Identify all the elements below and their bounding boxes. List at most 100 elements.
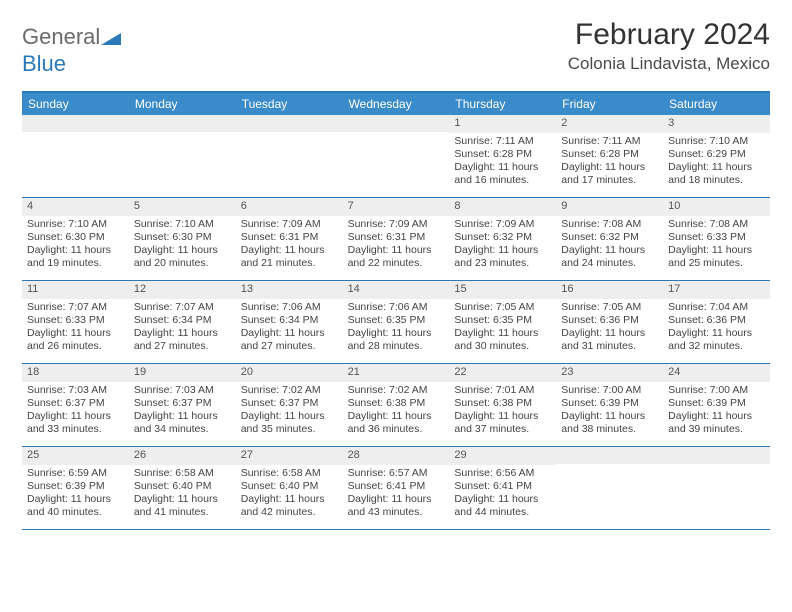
day-content: Sunrise: 7:10 AMSunset: 6:30 PMDaylight:… [22, 216, 129, 275]
weekday-sun: Sunday [22, 93, 129, 115]
logo: General Blue [22, 18, 121, 77]
sunset-text: Sunset: 6:36 PM [668, 314, 765, 327]
day-content: Sunrise: 7:04 AMSunset: 6:36 PMDaylight:… [663, 299, 770, 358]
daylight-text: Daylight: 11 hours and 26 minutes. [27, 327, 124, 353]
day-cell: 22Sunrise: 7:01 AMSunset: 6:38 PMDayligh… [449, 364, 556, 446]
sunrise-text: Sunrise: 7:09 AM [241, 218, 338, 231]
sunrise-text: Sunrise: 7:10 AM [668, 135, 765, 148]
sunrise-text: Sunrise: 6:59 AM [27, 467, 124, 480]
sunrise-text: Sunrise: 7:09 AM [454, 218, 551, 231]
sunrise-text: Sunrise: 6:58 AM [241, 467, 338, 480]
daylight-text: Daylight: 11 hours and 41 minutes. [134, 493, 231, 519]
week-row: 4Sunrise: 7:10 AMSunset: 6:30 PMDaylight… [22, 198, 770, 281]
day-number: 24 [663, 364, 770, 382]
location: Colonia Lindavista, Mexico [568, 54, 770, 74]
daylight-text: Daylight: 11 hours and 19 minutes. [27, 244, 124, 270]
day-cell: 16Sunrise: 7:05 AMSunset: 6:36 PMDayligh… [556, 281, 663, 363]
day-content: Sunrise: 7:00 AMSunset: 6:39 PMDaylight:… [663, 382, 770, 441]
sunrise-text: Sunrise: 7:06 AM [348, 301, 445, 314]
sunrise-text: Sunrise: 7:06 AM [241, 301, 338, 314]
sunset-text: Sunset: 6:40 PM [241, 480, 338, 493]
day-cell: 11Sunrise: 7:07 AMSunset: 6:33 PMDayligh… [22, 281, 129, 363]
sunrise-text: Sunrise: 7:03 AM [134, 384, 231, 397]
daylight-text: Daylight: 11 hours and 23 minutes. [454, 244, 551, 270]
day-content: Sunrise: 7:10 AMSunset: 6:29 PMDaylight:… [663, 133, 770, 192]
day-number: 15 [449, 281, 556, 299]
day-cell: 3Sunrise: 7:10 AMSunset: 6:29 PMDaylight… [663, 115, 770, 197]
sunrise-text: Sunrise: 7:03 AM [27, 384, 124, 397]
sunset-text: Sunset: 6:38 PM [454, 397, 551, 410]
daylight-text: Daylight: 11 hours and 42 minutes. [241, 493, 338, 519]
day-cell: 9Sunrise: 7:08 AMSunset: 6:32 PMDaylight… [556, 198, 663, 280]
day-number: 6 [236, 198, 343, 216]
sunset-text: Sunset: 6:37 PM [134, 397, 231, 410]
day-number: 23 [556, 364, 663, 382]
day-cell: 14Sunrise: 7:06 AMSunset: 6:35 PMDayligh… [343, 281, 450, 363]
weekday-header: Sunday Monday Tuesday Wednesday Thursday… [22, 93, 770, 115]
weekday-wed: Wednesday [343, 93, 450, 115]
day-cell: 5Sunrise: 7:10 AMSunset: 6:30 PMDaylight… [129, 198, 236, 280]
sunrise-text: Sunrise: 7:08 AM [668, 218, 765, 231]
daylight-text: Daylight: 11 hours and 18 minutes. [668, 161, 765, 187]
sunrise-text: Sunrise: 7:00 AM [561, 384, 658, 397]
sunset-text: Sunset: 6:30 PM [134, 231, 231, 244]
day-cell: 23Sunrise: 7:00 AMSunset: 6:39 PMDayligh… [556, 364, 663, 446]
day-content: Sunrise: 7:06 AMSunset: 6:34 PMDaylight:… [236, 299, 343, 358]
day-number [663, 447, 770, 464]
sunrise-text: Sunrise: 7:02 AM [348, 384, 445, 397]
day-content: Sunrise: 7:09 AMSunset: 6:31 PMDaylight:… [236, 216, 343, 275]
day-number [343, 115, 450, 132]
day-number: 26 [129, 447, 236, 465]
day-number: 5 [129, 198, 236, 216]
day-number: 12 [129, 281, 236, 299]
day-cell: 25Sunrise: 6:59 AMSunset: 6:39 PMDayligh… [22, 447, 129, 529]
day-number: 8 [449, 198, 556, 216]
day-content: Sunrise: 7:09 AMSunset: 6:31 PMDaylight:… [343, 216, 450, 275]
day-cell: 28Sunrise: 6:57 AMSunset: 6:41 PMDayligh… [343, 447, 450, 529]
sunset-text: Sunset: 6:35 PM [348, 314, 445, 327]
sunset-text: Sunset: 6:35 PM [454, 314, 551, 327]
day-cell: 26Sunrise: 6:58 AMSunset: 6:40 PMDayligh… [129, 447, 236, 529]
sunrise-text: Sunrise: 7:07 AM [134, 301, 231, 314]
daylight-text: Daylight: 11 hours and 33 minutes. [27, 410, 124, 436]
logo-part1: General [22, 24, 100, 49]
day-cell [663, 447, 770, 529]
day-number: 3 [663, 115, 770, 133]
day-number: 9 [556, 198, 663, 216]
sunset-text: Sunset: 6:31 PM [241, 231, 338, 244]
sunset-text: Sunset: 6:33 PM [668, 231, 765, 244]
day-number: 13 [236, 281, 343, 299]
day-content: Sunrise: 6:56 AMSunset: 6:41 PMDaylight:… [449, 465, 556, 524]
daylight-text: Daylight: 11 hours and 36 minutes. [348, 410, 445, 436]
day-number: 19 [129, 364, 236, 382]
daylight-text: Daylight: 11 hours and 25 minutes. [668, 244, 765, 270]
sunset-text: Sunset: 6:36 PM [561, 314, 658, 327]
day-content: Sunrise: 7:11 AMSunset: 6:28 PMDaylight:… [449, 133, 556, 192]
day-content: Sunrise: 6:59 AMSunset: 6:39 PMDaylight:… [22, 465, 129, 524]
weekday-mon: Monday [129, 93, 236, 115]
sunrise-text: Sunrise: 6:56 AM [454, 467, 551, 480]
day-number: 25 [22, 447, 129, 465]
sunrise-text: Sunrise: 7:04 AM [668, 301, 765, 314]
day-cell: 6Sunrise: 7:09 AMSunset: 6:31 PMDaylight… [236, 198, 343, 280]
day-number: 18 [22, 364, 129, 382]
sunrise-text: Sunrise: 7:10 AM [134, 218, 231, 231]
month-title: February 2024 [568, 18, 770, 52]
logo-part2: Blue [22, 51, 66, 76]
day-content: Sunrise: 7:00 AMSunset: 6:39 PMDaylight:… [556, 382, 663, 441]
daylight-text: Daylight: 11 hours and 16 minutes. [454, 161, 551, 187]
day-cell [129, 115, 236, 197]
sunrise-text: Sunrise: 7:05 AM [561, 301, 658, 314]
day-number: 17 [663, 281, 770, 299]
weekday-tue: Tuesday [236, 93, 343, 115]
sunrise-text: Sunrise: 7:08 AM [561, 218, 658, 231]
day-number: 2 [556, 115, 663, 133]
sunset-text: Sunset: 6:30 PM [27, 231, 124, 244]
weekday-sat: Saturday [663, 93, 770, 115]
sunset-text: Sunset: 6:32 PM [454, 231, 551, 244]
sunset-text: Sunset: 6:41 PM [348, 480, 445, 493]
weekday-fri: Friday [556, 93, 663, 115]
day-cell: 10Sunrise: 7:08 AMSunset: 6:33 PMDayligh… [663, 198, 770, 280]
day-cell: 21Sunrise: 7:02 AMSunset: 6:38 PMDayligh… [343, 364, 450, 446]
week-row: 18Sunrise: 7:03 AMSunset: 6:37 PMDayligh… [22, 364, 770, 447]
